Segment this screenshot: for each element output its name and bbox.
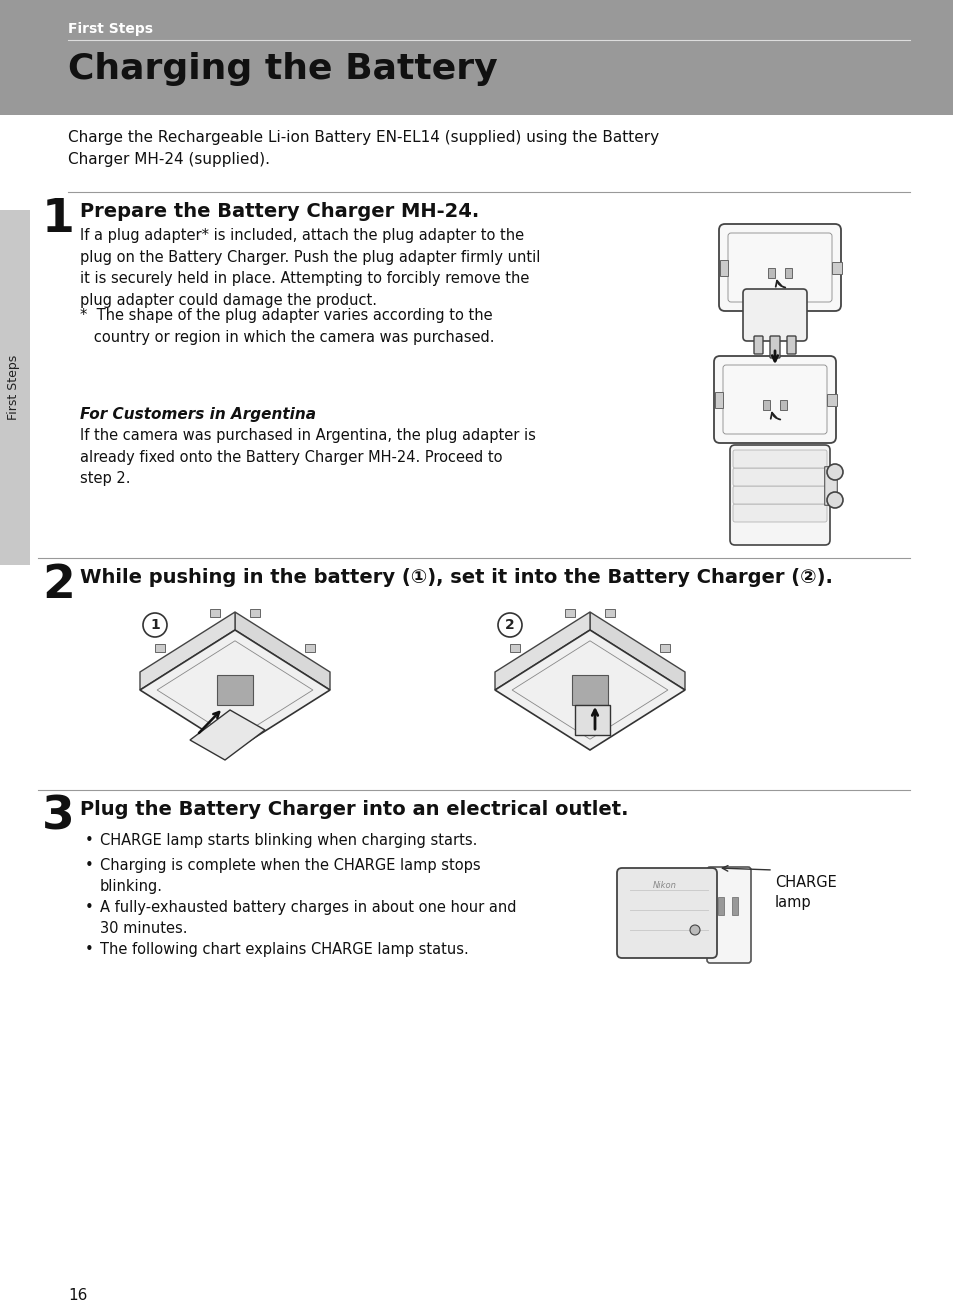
Circle shape [826, 491, 842, 509]
Text: The following chart explains CHARGE lamp status.: The following chart explains CHARGE lamp… [100, 942, 468, 957]
FancyBboxPatch shape [713, 356, 835, 443]
Polygon shape [495, 629, 684, 750]
FancyBboxPatch shape [706, 867, 750, 963]
Bar [154, 644, 165, 652]
Text: First Steps: First Steps [68, 22, 152, 35]
Text: If the camera was purchased in Argentina, the plug adapter is
already fixed onto: If the camera was purchased in Argentina… [80, 428, 536, 486]
Bar [659, 644, 669, 652]
Bar [510, 644, 519, 652]
Polygon shape [190, 710, 265, 759]
Bar [762, 399, 769, 410]
FancyBboxPatch shape [617, 869, 717, 958]
Polygon shape [140, 612, 234, 690]
Circle shape [826, 464, 842, 480]
Text: •: • [85, 900, 93, 915]
Polygon shape [495, 612, 589, 690]
Text: First Steps: First Steps [8, 355, 20, 420]
FancyBboxPatch shape [729, 445, 829, 545]
Text: •: • [85, 942, 93, 957]
Bar [720, 260, 727, 276]
FancyBboxPatch shape [753, 336, 762, 353]
Text: Charge the Rechargeable Li-ion Battery EN-EL14 (supplied) using the Battery
Char: Charge the Rechargeable Li-ion Battery E… [68, 130, 659, 167]
Text: 2: 2 [504, 618, 515, 632]
Bar [718, 897, 723, 915]
FancyBboxPatch shape [742, 289, 806, 342]
FancyBboxPatch shape [732, 449, 826, 468]
Text: CHARGE
lamp: CHARGE lamp [774, 875, 836, 909]
Text: 2: 2 [42, 562, 74, 608]
Bar [250, 608, 260, 618]
Text: 1: 1 [150, 618, 160, 632]
Bar [0, 0, 953, 116]
Text: A fully-exhausted battery charges in about one hour and
30 minutes.: A fully-exhausted battery charges in abo… [100, 900, 516, 936]
Text: For Customers in Argentina: For Customers in Argentina [80, 407, 315, 422]
Text: Nikon: Nikon [653, 880, 677, 890]
Bar [714, 392, 722, 409]
Polygon shape [572, 675, 607, 706]
Bar [604, 608, 615, 618]
Bar [780, 399, 786, 410]
Text: 16: 16 [68, 1288, 88, 1303]
Text: 3: 3 [42, 795, 74, 840]
Polygon shape [234, 612, 330, 690]
Bar [564, 608, 575, 618]
Text: If a plug adapter* is included, attach the plug adapter to the
plug on the Batte: If a plug adapter* is included, attach t… [80, 229, 539, 307]
Circle shape [497, 614, 521, 637]
Polygon shape [589, 612, 684, 690]
Bar [831, 261, 841, 275]
Text: 1: 1 [42, 197, 74, 242]
FancyBboxPatch shape [719, 223, 841, 311]
Bar [210, 608, 220, 618]
FancyBboxPatch shape [823, 466, 837, 506]
Bar [305, 644, 314, 652]
Text: •: • [85, 833, 93, 848]
Text: Plug the Battery Charger into an electrical outlet.: Plug the Battery Charger into an electri… [80, 800, 628, 819]
Bar [826, 394, 836, 406]
Polygon shape [216, 675, 253, 706]
FancyBboxPatch shape [732, 468, 826, 486]
Text: *  The shape of the plug adapter varies according to the
   country or region in: * The shape of the plug adapter varies a… [80, 307, 494, 344]
FancyBboxPatch shape [769, 336, 780, 357]
FancyBboxPatch shape [732, 505, 826, 522]
Bar [784, 268, 791, 279]
FancyBboxPatch shape [732, 486, 826, 505]
Text: Charging the Battery: Charging the Battery [68, 53, 497, 85]
Text: Prepare the Battery Charger MH-24.: Prepare the Battery Charger MH-24. [80, 202, 478, 221]
Polygon shape [575, 706, 609, 735]
Circle shape [689, 925, 700, 936]
Text: CHARGE lamp starts blinking when charging starts.: CHARGE lamp starts blinking when chargin… [100, 833, 476, 848]
Polygon shape [140, 629, 330, 750]
FancyBboxPatch shape [786, 336, 795, 353]
Text: Charging is complete when the CHARGE lamp stops
blinking.: Charging is complete when the CHARGE lam… [100, 858, 480, 894]
Bar [767, 268, 774, 279]
Text: While pushing in the battery (①), set it into the Battery Charger (②).: While pushing in the battery (①), set it… [80, 568, 832, 587]
Bar [731, 897, 738, 915]
Text: •: • [85, 858, 93, 872]
Bar [0, 210, 30, 565]
Circle shape [143, 614, 167, 637]
